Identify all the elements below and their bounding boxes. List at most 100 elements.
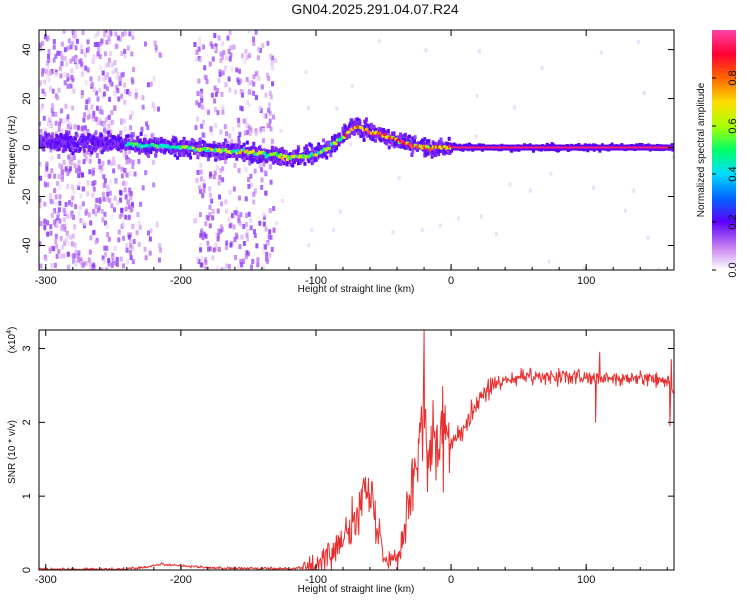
noise-speck bbox=[109, 80, 113, 86]
noise-speck bbox=[74, 204, 78, 210]
band-cell bbox=[378, 127, 382, 132]
ridge-cell bbox=[167, 145, 171, 149]
ridge-cell bbox=[165, 144, 169, 148]
colorbar-label: Normalized spectral amplitude bbox=[696, 82, 707, 217]
noise-speck bbox=[56, 95, 60, 101]
band-cell bbox=[196, 155, 200, 160]
noise-speck bbox=[260, 84, 264, 90]
noise-speck bbox=[233, 236, 237, 242]
band-cell bbox=[224, 145, 228, 150]
noise-speck bbox=[201, 193, 205, 199]
noise-speck bbox=[81, 186, 85, 192]
noise-speck bbox=[119, 118, 123, 124]
noise-speck bbox=[141, 185, 145, 191]
noise-speck bbox=[138, 224, 142, 230]
band-cell bbox=[295, 149, 299, 154]
noise-speck bbox=[221, 105, 225, 111]
ridge-cell bbox=[374, 130, 378, 134]
ridge-cell bbox=[310, 152, 314, 156]
band-cell bbox=[337, 140, 341, 145]
noise-speck bbox=[113, 60, 117, 66]
noise-speck bbox=[84, 80, 88, 86]
noise-speck bbox=[112, 156, 116, 162]
noise-speck bbox=[73, 262, 77, 268]
band-cell bbox=[55, 134, 59, 139]
noise-speck bbox=[114, 179, 118, 185]
noise-speck bbox=[77, 173, 81, 179]
noise-speck bbox=[219, 224, 223, 230]
noise-speck bbox=[202, 183, 206, 189]
noise-speck bbox=[252, 74, 256, 80]
band-cell bbox=[217, 154, 221, 159]
noise-speck bbox=[262, 112, 266, 118]
ridge-cell bbox=[240, 148, 244, 152]
ridge-cell bbox=[246, 151, 250, 155]
noise-speck bbox=[200, 95, 204, 101]
band-cell bbox=[270, 149, 274, 154]
noise-speck bbox=[247, 183, 251, 189]
noise-speck bbox=[100, 267, 104, 270]
band-cell bbox=[386, 131, 390, 136]
ridge-cell bbox=[128, 142, 132, 146]
noise-speck bbox=[271, 65, 275, 71]
noise-speck bbox=[72, 214, 76, 220]
band-cell bbox=[510, 148, 514, 153]
noise-speck bbox=[202, 119, 206, 125]
noise-speck bbox=[154, 47, 158, 53]
ridge-cell bbox=[339, 137, 343, 141]
ridge-cell bbox=[160, 144, 164, 148]
noise-speck bbox=[77, 159, 81, 165]
band-cell bbox=[433, 146, 437, 151]
noise-speck bbox=[89, 151, 93, 157]
noise-speck bbox=[80, 71, 84, 77]
band-cell bbox=[433, 142, 437, 147]
band-cell bbox=[125, 134, 129, 139]
noise-speck bbox=[265, 251, 269, 257]
ridge-cell bbox=[203, 147, 207, 151]
ridge-cell bbox=[154, 144, 158, 148]
noise-speck bbox=[131, 259, 135, 265]
noise-speck bbox=[135, 230, 139, 236]
band-cell bbox=[212, 140, 216, 145]
band-cell bbox=[392, 131, 396, 136]
noise-speck bbox=[157, 257, 161, 263]
noise-speck bbox=[245, 100, 249, 106]
noise-speck bbox=[141, 104, 145, 110]
band-cell bbox=[81, 142, 85, 147]
band-cell bbox=[531, 148, 535, 153]
noise-speck bbox=[55, 220, 59, 226]
noise-speck bbox=[197, 102, 201, 108]
band-cell bbox=[201, 152, 205, 157]
ridge-cell bbox=[258, 150, 262, 154]
ridge-cell bbox=[379, 134, 383, 138]
noise-speck bbox=[204, 233, 208, 239]
noise-speck bbox=[60, 128, 64, 134]
spectrogram-frame bbox=[38, 29, 675, 271]
ridge-cell bbox=[305, 154, 309, 158]
noise-speck bbox=[125, 89, 129, 95]
noise-speck bbox=[195, 178, 199, 184]
noise-speck bbox=[131, 132, 135, 138]
noise-speck bbox=[139, 201, 143, 207]
noise-speck bbox=[127, 214, 131, 220]
ridge-cell bbox=[358, 125, 362, 129]
band-cell bbox=[242, 142, 246, 147]
noise-speck bbox=[130, 201, 134, 207]
x-tick-label: 100 bbox=[577, 275, 595, 287]
noise-speck bbox=[66, 241, 70, 247]
ridge-cell bbox=[133, 142, 137, 146]
noise-speck bbox=[233, 162, 237, 168]
band-cell bbox=[354, 117, 358, 122]
noise-speck bbox=[247, 177, 251, 183]
band-cell bbox=[65, 134, 69, 139]
ridge-cell bbox=[175, 146, 179, 150]
noise-speck bbox=[266, 40, 270, 46]
noise-speck bbox=[237, 122, 241, 128]
noise-speck bbox=[216, 87, 220, 93]
ridge-cell bbox=[376, 132, 380, 136]
noise-speck bbox=[43, 34, 47, 40]
noise-speck bbox=[47, 77, 51, 83]
noise-speck bbox=[113, 195, 117, 201]
band-cell bbox=[116, 143, 120, 148]
